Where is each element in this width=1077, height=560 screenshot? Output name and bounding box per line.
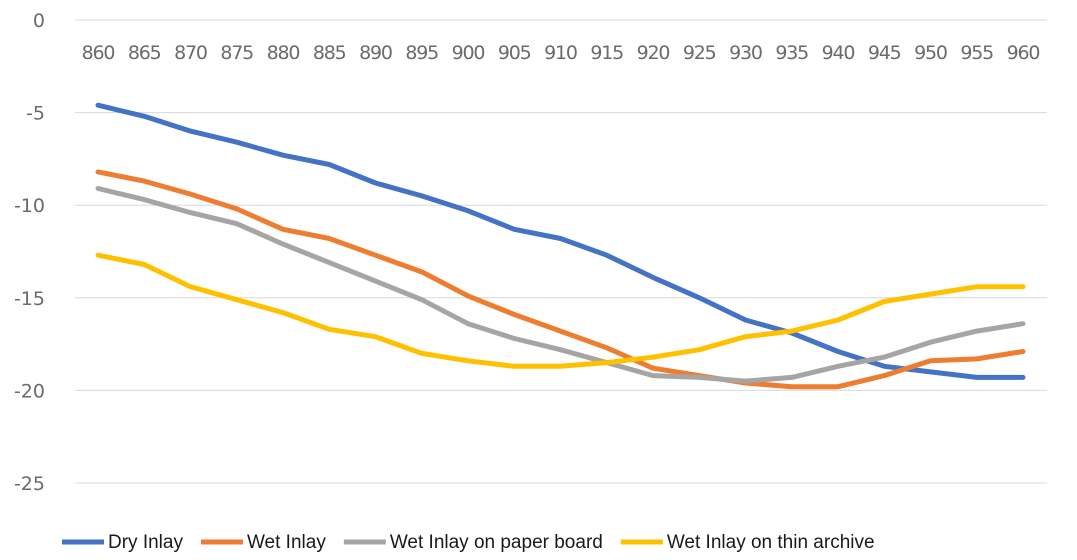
legend-label: Wet Inlay [247,532,326,553]
y-tick-label: 0 [33,10,45,32]
x-tick-label: 935 [775,42,808,64]
legend-label: Wet Inlay on thin archive [667,532,875,553]
x-tick-label: 940 [822,42,855,64]
legend-item: Wet Inlay on paper board [343,532,603,553]
y-tick-label: -20 [14,380,45,402]
x-tick-label: 865 [128,42,161,64]
x-axis-ticks: 860 865 870 875 880 885 890 895 900 905 910 915 920 9… [82,42,1041,64]
x-tick-label: 960 [1007,42,1040,64]
y-tick-label: -5 [26,103,45,125]
series-line-1 [95,102,1026,380]
x-tick-label: 880 [267,42,300,64]
x-tick-label: 885 [313,42,346,64]
x-tick-label: 890 [359,42,392,64]
legend-label: Wet Inlay on paper board [390,532,603,553]
legend-item: Dry Inlay [62,532,183,553]
series-line-3 [95,186,1026,384]
x-tick-label: 915 [590,42,623,64]
x-tick-label: 895 [405,42,438,64]
y-tick-label: -10 [14,195,45,217]
x-tick-label: 950 [914,42,947,64]
y-tick-label: -15 [14,288,45,310]
series-line-4 [95,252,1026,369]
x-tick-label: 925 [683,42,716,64]
x-tick-label: 910 [544,42,577,64]
x-tick-label: 930 [729,42,762,64]
x-tick-label: 900 [452,42,485,64]
legend: Dry Inlay Wet Inlay Wet Inlay on paper boa… [62,532,875,553]
y-axis-ticks: 0 -5 -10 -15 -20 -25 [14,10,45,495]
grid [75,19,1047,484]
y-tick-label: -25 [14,473,45,495]
legend-item: Wet Inlay on thin archive [620,532,875,553]
x-tick-label: 920 [637,42,670,64]
series-line-2 [95,169,1026,390]
x-tick-label: 945 [868,42,901,64]
x-tick-label: 875 [220,42,253,64]
x-tick-label: 955 [960,42,993,64]
x-tick-label: 870 [174,42,207,64]
legend-label: Dry Inlay [108,532,183,553]
x-tick-label: 905 [498,42,531,64]
legend-item: Wet Inlay [200,532,326,553]
x-tick-label: 860 [82,42,115,64]
series-lines [95,102,1026,390]
